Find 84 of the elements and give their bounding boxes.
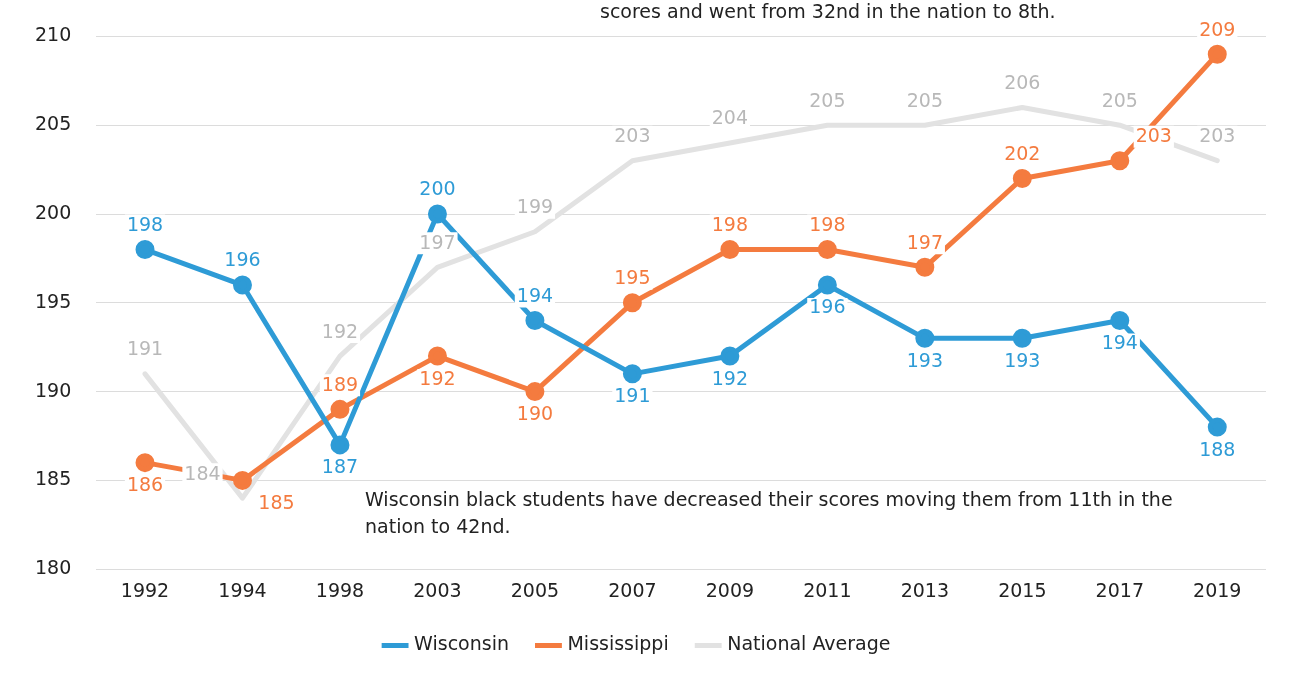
data-label: 190 [516, 402, 554, 425]
x-tick-label: 2013 [900, 578, 950, 601]
point [1110, 151, 1130, 171]
data-label: 203 [1199, 124, 1236, 147]
x-tick-label: 2003 [413, 578, 462, 601]
y-tick-label: 205 [35, 112, 72, 135]
data-label: 184 [184, 461, 221, 484]
data-label: 198 [126, 212, 164, 235]
y-tick-label: 200 [35, 200, 72, 223]
x-tick-label: 2007 [608, 578, 657, 601]
data-label: 196 [224, 248, 261, 271]
legend-label: Mississippi [567, 632, 669, 655]
point [720, 240, 740, 260]
data-label: 194 [516, 284, 554, 306]
x-tick-label: 1992 [120, 578, 170, 601]
y-tick-label: 190 [35, 378, 72, 401]
data-label: 193 [1004, 348, 1041, 371]
data-label: 192 [419, 366, 456, 389]
point [1012, 168, 1032, 188]
text: scores and went from 32nd in the nation to 8th. [600, 0, 1056, 23]
x-tick-label: 2017 [1095, 578, 1144, 601]
x-tick-label: 2011 [803, 578, 852, 601]
point [720, 346, 740, 366]
data-label: 196 [809, 295, 846, 318]
x-tick-label: 1994 [218, 578, 267, 601]
data-label: 195 [614, 266, 651, 289]
point [232, 470, 252, 490]
point [915, 328, 935, 348]
x-tick-label: 2019 [1193, 578, 1242, 601]
data-label: 199 [516, 195, 554, 218]
point [525, 382, 545, 402]
x-tick-label: 1998 [315, 578, 365, 601]
legend-label: National Average [727, 632, 891, 655]
point [427, 346, 447, 366]
data-label: 198 [809, 212, 846, 235]
y-tick-label: 180 [35, 556, 72, 579]
data-label: 192 [711, 366, 748, 389]
x-tick-label: 2015 [998, 578, 1047, 601]
legend-label: Wisconsin [414, 632, 509, 655]
point [622, 364, 642, 384]
point [330, 435, 350, 455]
point [232, 275, 252, 295]
data-label: 209 [1199, 17, 1236, 40]
data-label: 203 [1135, 124, 1172, 147]
data-label: 191 [614, 384, 651, 407]
data-label: 193 [906, 348, 943, 371]
point [135, 453, 155, 473]
y-tick-label: 185 [35, 467, 72, 490]
data-label: 192 [321, 319, 359, 342]
data-label: 194 [1101, 331, 1138, 353]
data-label: 186 [126, 473, 164, 496]
data-label: 197 [419, 230, 456, 253]
point [427, 204, 447, 224]
y-tick-label: 210 [35, 23, 72, 46]
point [135, 240, 155, 260]
point [1012, 328, 1032, 348]
x-tick-label: 2009 [705, 578, 755, 601]
point [915, 257, 935, 277]
point [1207, 44, 1227, 64]
x-tick-label: 2005 [510, 578, 560, 601]
data-label: 206 [1004, 70, 1041, 93]
data-label: 185 [258, 490, 295, 513]
data-label: 205 [1101, 88, 1138, 111]
point [817, 275, 837, 295]
data-label: 205 [809, 88, 846, 111]
point [330, 399, 350, 419]
data-label: 200 [419, 177, 456, 200]
data-label: 203 [614, 124, 651, 147]
data-label: 197 [906, 230, 943, 253]
point [1110, 311, 1130, 331]
data-label: 198 [711, 212, 748, 235]
y-tick-label: 195 [35, 289, 72, 312]
point [1207, 417, 1227, 437]
data-label: 187 [321, 455, 359, 478]
data-label: 202 [1004, 141, 1041, 164]
point [817, 240, 837, 260]
annotation: Wisconsin black students have decreased their scores moving them from 11th in the nation to 42nd. [365, 487, 1173, 537]
data-label: 204 [711, 106, 748, 129]
data-label: 188 [1199, 437, 1236, 460]
data-label: 189 [321, 372, 359, 395]
point [622, 293, 642, 313]
data-label: 205 [906, 88, 943, 111]
data-label: 191 [126, 337, 164, 360]
point [525, 311, 545, 331]
